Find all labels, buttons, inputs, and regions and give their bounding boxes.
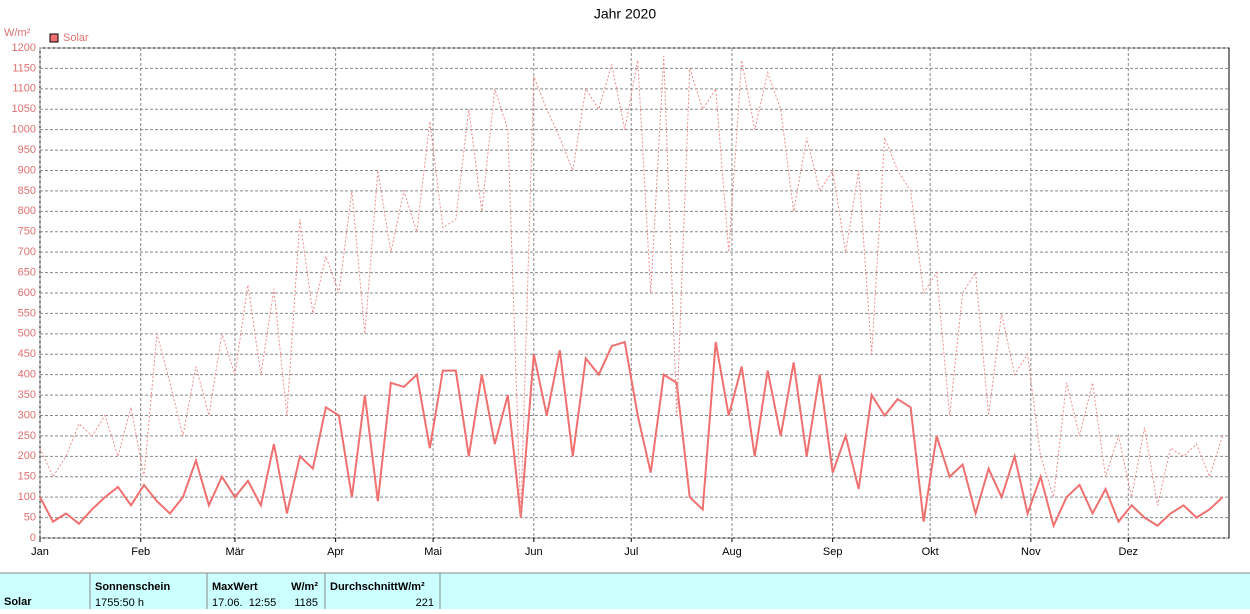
x-tick-label: Nov bbox=[1021, 546, 1041, 558]
y-tick-label: 150 bbox=[18, 471, 36, 483]
stats-table bbox=[0, 573, 1250, 609]
y-tick-label: 100 bbox=[18, 491, 36, 503]
y-tick-label: 850 bbox=[18, 185, 36, 197]
y-tick-label: 500 bbox=[18, 328, 36, 340]
y-tick-label: 750 bbox=[18, 226, 36, 238]
x-tick-label: Jun bbox=[525, 546, 543, 558]
y-tick-label: 700 bbox=[18, 246, 36, 258]
legend-label: Solar bbox=[63, 32, 89, 44]
x-tick-label: Sep bbox=[823, 546, 843, 558]
y-tick-label: 950 bbox=[18, 144, 36, 156]
y-tick-label: 1150 bbox=[12, 62, 36, 74]
y-tick-label: 1200 bbox=[12, 42, 36, 54]
cell: MaxWert bbox=[212, 581, 258, 593]
y-axis-label: W/m² bbox=[4, 27, 31, 39]
x-tick-label: Dez bbox=[1119, 546, 1139, 558]
y-tick-label: 900 bbox=[18, 164, 36, 176]
y-tick-label: 250 bbox=[18, 430, 36, 442]
x-tick-label: Okt bbox=[922, 546, 939, 558]
series-line bbox=[39, 56, 1223, 518]
x-tick-label: Apr bbox=[327, 546, 344, 558]
y-tick-label: 400 bbox=[18, 369, 36, 381]
y-tick-label: 300 bbox=[18, 409, 36, 421]
y-tick-label: 1000 bbox=[12, 124, 36, 136]
x-tick-label: Feb bbox=[131, 546, 150, 558]
x-tick-label: Mai bbox=[424, 546, 442, 558]
x-tick-label: Mär bbox=[225, 546, 244, 558]
y-tick-label: 0 bbox=[30, 532, 36, 544]
cell: 1185 bbox=[294, 597, 318, 609]
x-tick-label: Aug bbox=[722, 546, 742, 558]
y-tick-label: 450 bbox=[18, 348, 36, 360]
legend-swatch bbox=[49, 33, 59, 43]
y-tick-label: 650 bbox=[18, 266, 36, 278]
chart-title: Jahr 2020 bbox=[594, 6, 656, 22]
y-tick-label: 50 bbox=[24, 511, 36, 523]
y-tick-label: 800 bbox=[18, 205, 36, 217]
cell: 221 bbox=[416, 597, 434, 609]
cell: Sonnenschein bbox=[95, 581, 170, 593]
y-tick-label: 1050 bbox=[12, 103, 36, 115]
y-tick-label: 200 bbox=[18, 450, 36, 462]
cell: 17.06. 12:55 bbox=[212, 597, 276, 609]
row-label: Solar bbox=[4, 596, 32, 608]
y-tick-label: 350 bbox=[18, 389, 36, 401]
series-line bbox=[39, 340, 1224, 529]
y-tick-label: 1100 bbox=[12, 83, 36, 95]
cell: DurchschnittW/m² bbox=[330, 581, 425, 593]
y-tick-label: 600 bbox=[18, 287, 36, 299]
x-tick-label: Jan bbox=[31, 546, 49, 558]
y-tick-label: 550 bbox=[18, 307, 36, 319]
cell: 1755:50 h bbox=[95, 597, 144, 609]
cell: W/m² bbox=[291, 581, 318, 593]
x-tick-label: Jul bbox=[624, 546, 638, 558]
